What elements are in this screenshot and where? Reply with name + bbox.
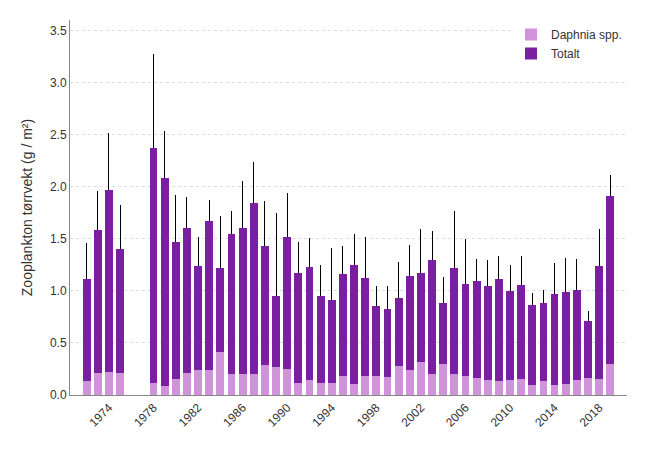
svg-text:2002: 2002 — [398, 401, 427, 430]
svg-text:0.5: 0.5 — [50, 336, 67, 350]
svg-text:2.5: 2.5 — [50, 128, 67, 142]
svg-text:1986: 1986 — [220, 401, 249, 430]
svg-text:2006: 2006 — [443, 401, 472, 430]
svg-text:2.0: 2.0 — [50, 180, 67, 194]
svg-text:1978: 1978 — [131, 401, 160, 430]
svg-text:2010: 2010 — [488, 401, 517, 430]
svg-text:1.5: 1.5 — [50, 232, 67, 246]
svg-text:2014: 2014 — [532, 401, 561, 430]
svg-text:1982: 1982 — [176, 401, 205, 430]
svg-text:Totalt: Totalt — [551, 47, 580, 61]
svg-text:2018: 2018 — [577, 401, 606, 430]
svg-text:1990: 1990 — [265, 401, 294, 430]
svg-text:3.0: 3.0 — [50, 76, 67, 90]
svg-text:1974: 1974 — [87, 401, 116, 430]
svg-text:3.5: 3.5 — [50, 24, 67, 38]
svg-text:1.0: 1.0 — [50, 284, 67, 298]
svg-text:0.0: 0.0 — [50, 388, 67, 402]
svg-text:Zooplankton tørrvekt (g / m²): Zooplankton tørrvekt (g / m²) — [19, 119, 35, 296]
svg-text:1994: 1994 — [309, 401, 338, 430]
svg-text:1998: 1998 — [354, 401, 383, 430]
svg-text:Daphnia spp.: Daphnia spp. — [551, 28, 622, 42]
